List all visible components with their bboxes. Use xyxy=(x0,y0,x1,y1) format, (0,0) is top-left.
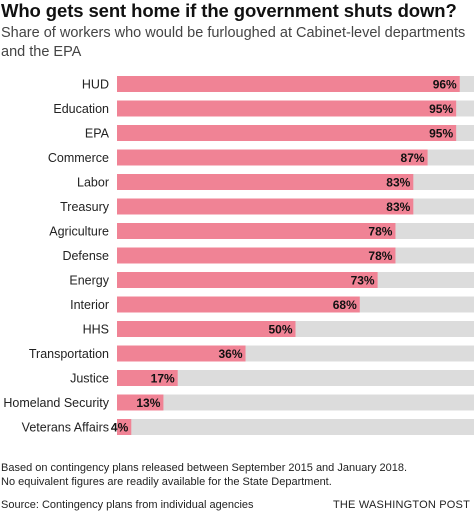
category-label-transportation: Transportation xyxy=(29,347,109,361)
bar-energy xyxy=(117,272,378,288)
bar-track-veterans-affairs xyxy=(117,419,474,435)
category-label-labor: Labor xyxy=(77,176,109,190)
bar-labor xyxy=(117,174,414,190)
value-label-epa: 95% xyxy=(429,127,453,141)
category-label-agriculture: Agriculture xyxy=(49,225,109,239)
value-label-education: 95% xyxy=(429,102,453,116)
value-label-agriculture: 78% xyxy=(368,225,392,239)
note-line: No equivalent figures are readily availa… xyxy=(1,476,332,488)
bar-track-justice xyxy=(117,370,474,386)
value-label-treasury: 83% xyxy=(386,200,410,214)
bar-defense xyxy=(117,247,396,264)
value-label-justice: 17% xyxy=(151,372,175,386)
chart-notes: Based on contingency plans released betw… xyxy=(1,461,471,489)
category-label-defense: Defense xyxy=(62,249,109,263)
bar-veterans-affairs xyxy=(117,419,132,435)
category-label-treasury: Treasury xyxy=(60,200,110,214)
bar-agriculture xyxy=(117,223,396,239)
bar-education xyxy=(117,100,457,117)
page-title: Who gets sent home if the government shu… xyxy=(1,0,457,21)
value-label-interior: 68% xyxy=(333,298,357,312)
category-label-veterans-affairs: Veterans Affairs xyxy=(22,421,109,435)
value-label-veterans-affairs: 4% xyxy=(111,421,129,435)
value-label-defense: 78% xyxy=(368,249,392,263)
category-label-hhs: HHS xyxy=(83,323,109,337)
category-label-epa: EPA xyxy=(85,127,110,141)
value-label-hhs: 50% xyxy=(268,323,292,337)
page-subtitle: Share of workers who would be furloughed… xyxy=(1,25,466,60)
bar-commerce xyxy=(117,149,428,166)
value-label-transportation: 36% xyxy=(218,347,242,361)
category-label-interior: Interior xyxy=(70,298,109,312)
note-line: Based on contingency plans released betw… xyxy=(1,462,408,474)
bar-interior xyxy=(117,296,360,313)
bar-chart: HUD 96% Education 95% EPA 95% Commerce 87% Labor… xyxy=(3,76,474,435)
category-label-energy: Energy xyxy=(69,274,109,288)
category-label-justice: Justice xyxy=(70,372,109,386)
bar-treasury xyxy=(117,198,414,215)
bar-epa xyxy=(117,125,457,141)
value-label-homeland-security: 13% xyxy=(136,396,160,410)
bar-transportation xyxy=(117,345,246,362)
category-label-education: Education xyxy=(53,102,109,116)
value-label-hud: 96% xyxy=(433,78,457,92)
bar-track-homeland-security xyxy=(117,394,474,411)
bar-hhs xyxy=(117,321,296,337)
category-label-commerce: Commerce xyxy=(48,151,109,165)
value-label-commerce: 87% xyxy=(401,151,425,165)
category-label-hud: HUD xyxy=(82,78,109,92)
bar-homeland-security xyxy=(117,394,164,411)
bar-justice xyxy=(117,370,178,386)
publisher-credit: THE WASHINGTON POST xyxy=(332,499,470,511)
value-label-energy: 73% xyxy=(351,274,375,288)
bar-hud xyxy=(117,76,460,92)
value-label-labor: 83% xyxy=(386,176,410,190)
source-note: Source: Contingency plans from individua… xyxy=(1,499,254,511)
category-label-homeland-security: Homeland Security xyxy=(3,396,109,410)
